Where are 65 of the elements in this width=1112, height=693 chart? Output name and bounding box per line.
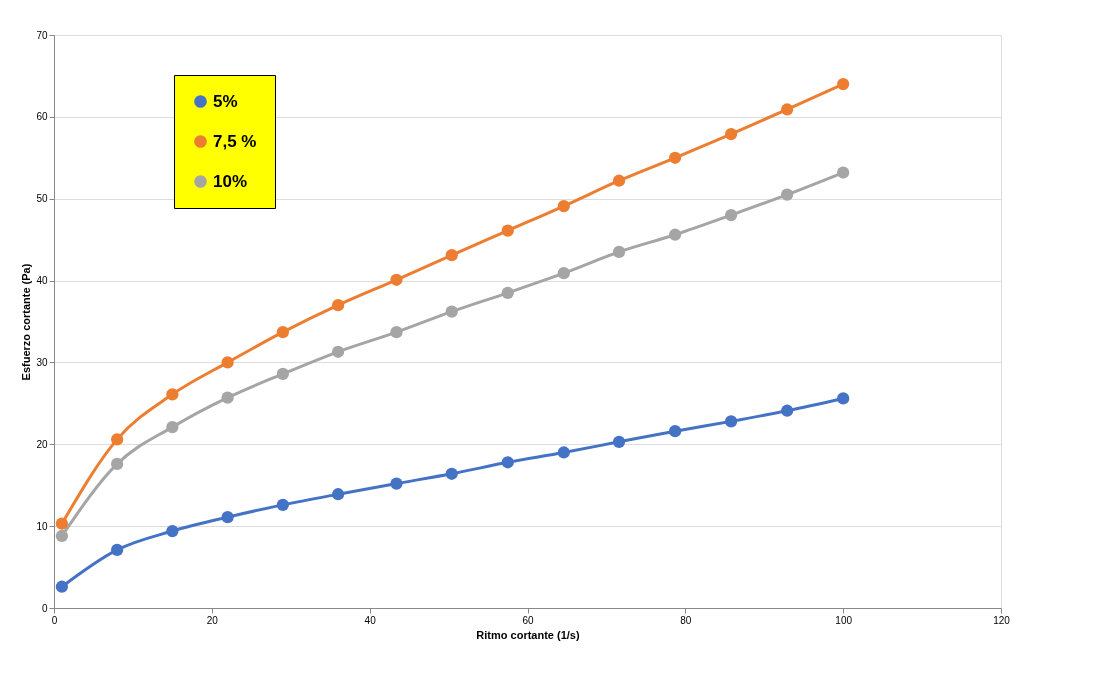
point: [331, 488, 345, 501]
point: [55, 529, 69, 543]
point: [55, 517, 69, 530]
point: [668, 228, 682, 241]
x-tick-label: 80: [680, 614, 692, 626]
x-tick-label: 0: [51, 614, 58, 626]
y-tick-label: 30: [36, 356, 48, 368]
point: [557, 199, 570, 213]
point: [166, 524, 179, 538]
point: [837, 78, 850, 91]
x-axis-title: Ritmo cortante (1/s): [476, 628, 580, 641]
point: [781, 103, 794, 116]
point: [390, 477, 403, 490]
x-tick-label: 40: [364, 614, 377, 626]
y-tick-label: 70: [36, 29, 48, 41]
legend-label: 10%: [213, 171, 248, 191]
point: [557, 267, 570, 280]
point: [390, 326, 403, 339]
point: [331, 345, 345, 358]
point: [501, 286, 514, 299]
point: [276, 326, 289, 339]
point: [221, 391, 234, 404]
y-tick-label: 60: [36, 111, 48, 123]
y-tick-label: 0: [41, 602, 48, 614]
point: [612, 245, 626, 259]
point: [781, 188, 794, 201]
point: [111, 457, 124, 471]
point: [445, 249, 458, 262]
point: [724, 127, 738, 141]
point: [445, 467, 458, 480]
legend-label: 5%: [213, 91, 238, 111]
y-tick-label: 40: [36, 275, 48, 287]
point: [390, 273, 403, 286]
x-tick-label: 120: [993, 614, 1011, 626]
point: [612, 435, 626, 448]
legend-label: 7,5 %: [213, 131, 257, 151]
y-tick-label: 20: [36, 438, 48, 450]
x-tick-label: 60: [522, 614, 534, 626]
point: [221, 511, 234, 524]
x-tick-label: 20: [206, 614, 219, 626]
point: [612, 174, 626, 187]
point: [724, 415, 738, 428]
point: [166, 420, 179, 434]
point: [166, 388, 179, 401]
point: [837, 166, 850, 179]
y-tick-label: 10: [36, 520, 48, 532]
y-axis-title: Esfuerzo cortante (Pa): [20, 263, 33, 381]
point: [668, 425, 682, 438]
point: [668, 151, 682, 164]
point: [221, 356, 234, 369]
point: [276, 498, 289, 511]
point: [111, 433, 124, 446]
point: [276, 367, 289, 380]
point: [837, 392, 850, 405]
point: [501, 224, 514, 237]
point: [724, 208, 738, 222]
point: [781, 404, 794, 417]
point: [55, 580, 69, 593]
point: [557, 446, 570, 459]
x-tick-label: 100: [835, 614, 853, 626]
point: [445, 305, 458, 318]
point: [111, 543, 124, 556]
point: [501, 456, 514, 469]
point: [331, 299, 345, 312]
y-tick-label: 50: [36, 193, 48, 205]
